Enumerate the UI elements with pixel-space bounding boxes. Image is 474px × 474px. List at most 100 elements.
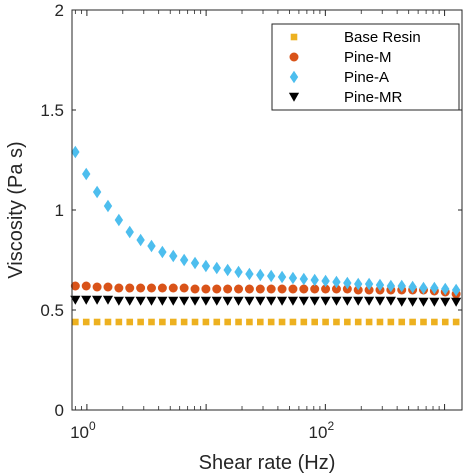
- legend-marker: [289, 52, 299, 62]
- data-point: [365, 318, 373, 326]
- data-point: [115, 318, 123, 326]
- data-point: [82, 318, 90, 326]
- legend-marker: [290, 33, 298, 41]
- data-point: [244, 296, 255, 306]
- data-point: [93, 318, 101, 326]
- legend-entry: Pine-A: [289, 69, 389, 86]
- data-point: [344, 318, 351, 326]
- data-point: [244, 284, 254, 294]
- data-point: [387, 318, 395, 326]
- data-point: [159, 318, 166, 326]
- data-point: [287, 296, 299, 306]
- data-point: [255, 284, 265, 294]
- data-point: [322, 318, 329, 326]
- data-point: [342, 296, 353, 306]
- data-point: [441, 318, 449, 326]
- data-point: [146, 296, 157, 306]
- data-point: [126, 318, 134, 326]
- data-point: [310, 273, 319, 287]
- data-point: [245, 267, 254, 281]
- data-point: [211, 296, 222, 306]
- data-point: [429, 297, 440, 307]
- data-point: [114, 283, 124, 293]
- data-point: [419, 281, 428, 295]
- data-point: [276, 296, 288, 306]
- data-point: [223, 284, 233, 294]
- data-point: [201, 284, 211, 294]
- data-point: [158, 245, 167, 259]
- data-point: [92, 185, 102, 199]
- data-point: [104, 318, 112, 326]
- data-point: [168, 296, 179, 306]
- data-point: [235, 318, 242, 326]
- data-point: [169, 249, 178, 263]
- data-point: [136, 283, 146, 293]
- x-axis-label: Shear rate (Hz): [199, 452, 336, 474]
- data-point: [135, 296, 146, 306]
- data-point: [147, 239, 156, 253]
- data-point: [70, 281, 80, 291]
- data-point: [331, 296, 342, 306]
- data-point: [278, 318, 286, 326]
- data-point: [125, 283, 135, 293]
- legend-entry: Pine-MR: [288, 89, 403, 106]
- data-point: [180, 318, 188, 326]
- tick-labels: 0 0.5 1 1.5 2 100 102: [40, 1, 334, 442]
- data-point: [451, 283, 461, 297]
- data-point: [212, 261, 221, 275]
- data-point: [157, 296, 168, 306]
- data-point: [353, 296, 364, 306]
- data-point: [420, 318, 427, 326]
- data-point: [310, 284, 320, 294]
- data-point: [375, 278, 385, 292]
- data-point: [200, 296, 211, 306]
- data-point: [374, 296, 386, 306]
- legend-entry: Pine-M: [289, 49, 392, 66]
- data-point: [431, 318, 438, 326]
- data-point: [256, 268, 265, 282]
- y-tick-label: 0: [55, 401, 64, 420]
- data-point: [288, 271, 298, 285]
- y-tick-label: 2: [55, 1, 64, 20]
- data-point: [451, 297, 462, 307]
- data-point: [363, 296, 375, 306]
- legend-box: [271, 23, 460, 111]
- data-point: [179, 253, 189, 267]
- data-point: [212, 284, 222, 294]
- data-point: [168, 283, 178, 293]
- legend-marker: [289, 70, 299, 84]
- data-point: [332, 275, 341, 289]
- data-point: [418, 297, 429, 307]
- data-point: [222, 296, 233, 306]
- data-point: [114, 213, 124, 227]
- data-point: [72, 318, 79, 326]
- data-point: [81, 295, 92, 305]
- data-point: [202, 318, 210, 326]
- data-point: [300, 318, 308, 326]
- data-point: [146, 283, 156, 293]
- data-point: [266, 296, 277, 306]
- data-point: [407, 297, 418, 307]
- data-point: [396, 297, 407, 307]
- data-point: [440, 297, 451, 307]
- data-point: [376, 318, 384, 326]
- data-point: [354, 318, 362, 326]
- data-point: [179, 283, 189, 293]
- legend-marker: [288, 92, 300, 102]
- data-point: [256, 318, 264, 326]
- data-point: [333, 318, 340, 326]
- data-point: [92, 295, 103, 305]
- legend-entry: Base Resin: [290, 29, 421, 46]
- data-point: [157, 283, 167, 293]
- data-point: [233, 296, 244, 306]
- legend: Base Resin Pine-M Pine-A Pine-MR: [271, 23, 460, 111]
- data-point: [331, 284, 341, 294]
- data-point: [169, 318, 177, 326]
- data-point: [289, 318, 297, 326]
- data-point: [82, 167, 91, 181]
- data-point: [113, 296, 124, 306]
- data-point: [234, 284, 244, 294]
- data-point: [320, 296, 331, 306]
- legend-label: Pine-A: [344, 69, 389, 86]
